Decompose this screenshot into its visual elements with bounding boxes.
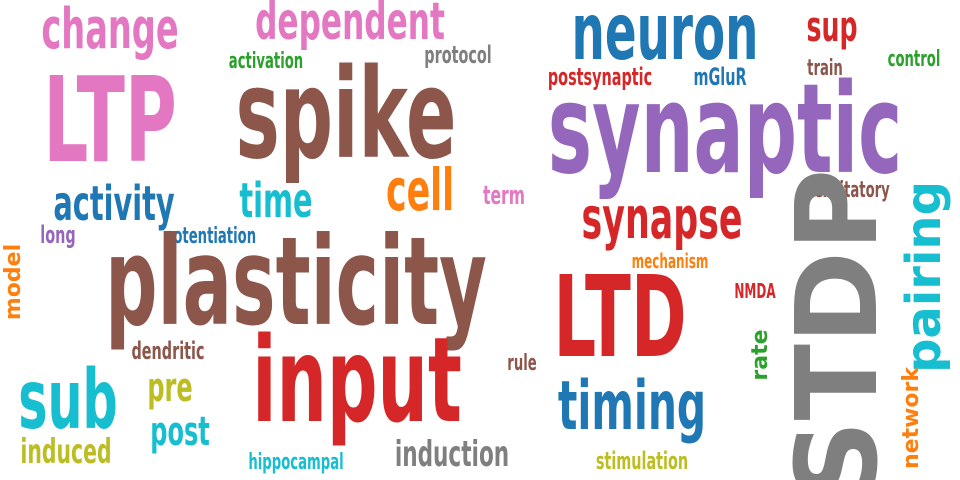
- word-network: network: [899, 366, 924, 470]
- word-timing: timing: [557, 367, 707, 446]
- word-activity: activity: [53, 176, 175, 232]
- word-mechanism: mechanism: [631, 249, 709, 273]
- word-sub: sub: [18, 353, 118, 448]
- word-potentiation: potentiation: [163, 224, 257, 249]
- word-ltd: LTD: [553, 253, 687, 383]
- word-dendritic: dendritic: [131, 337, 205, 365]
- word-hippocampal: hippocampal: [248, 450, 344, 475]
- word-input: input: [252, 311, 462, 449]
- word-rate: rate: [748, 329, 773, 381]
- word-stimulation: stimulation: [595, 447, 689, 475]
- word-sup: sup: [806, 2, 858, 51]
- word-neuron: neuron: [571, 0, 759, 78]
- word-dependent: dependent: [255, 0, 445, 52]
- word-train: train: [807, 56, 843, 81]
- word-change: change: [41, 0, 179, 62]
- word-protocol: protocol: [424, 41, 492, 69]
- word-pre: pre: [147, 365, 193, 411]
- word-plasticity: plasticity: [105, 211, 487, 353]
- word-control: control: [887, 47, 941, 72]
- word-model: model: [1, 243, 26, 321]
- word-nmda: NMDA: [734, 279, 776, 303]
- word-postsynaptic: postsynaptic: [547, 63, 653, 91]
- word-rule: rule: [507, 351, 537, 376]
- word-synapse: synapse: [581, 184, 743, 252]
- word-synaptic: synaptic: [547, 58, 903, 202]
- word-pairing: pairing: [896, 181, 952, 373]
- word-cell: cell: [385, 156, 455, 224]
- word-induced: induced: [20, 432, 112, 472]
- word-term: term: [483, 181, 525, 211]
- word-spike: spike: [235, 43, 457, 187]
- word-activation: activation: [228, 49, 304, 74]
- word-stdp: STDP: [773, 168, 903, 480]
- word-excitatory: excitatory: [814, 178, 890, 203]
- word-induction: induction: [394, 434, 510, 475]
- word-long: long: [40, 221, 76, 249]
- word-ltp: LTP: [43, 51, 177, 189]
- word-time: time: [239, 173, 313, 229]
- word-mglur: mGluR: [693, 63, 747, 91]
- word-post: post: [150, 409, 210, 455]
